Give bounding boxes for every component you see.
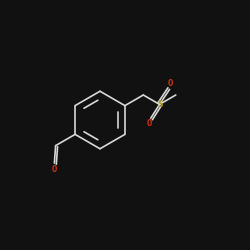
Text: O: O: [52, 165, 57, 174]
Text: S: S: [158, 100, 163, 109]
Text: O: O: [147, 119, 152, 128]
Text: O: O: [168, 79, 173, 88]
